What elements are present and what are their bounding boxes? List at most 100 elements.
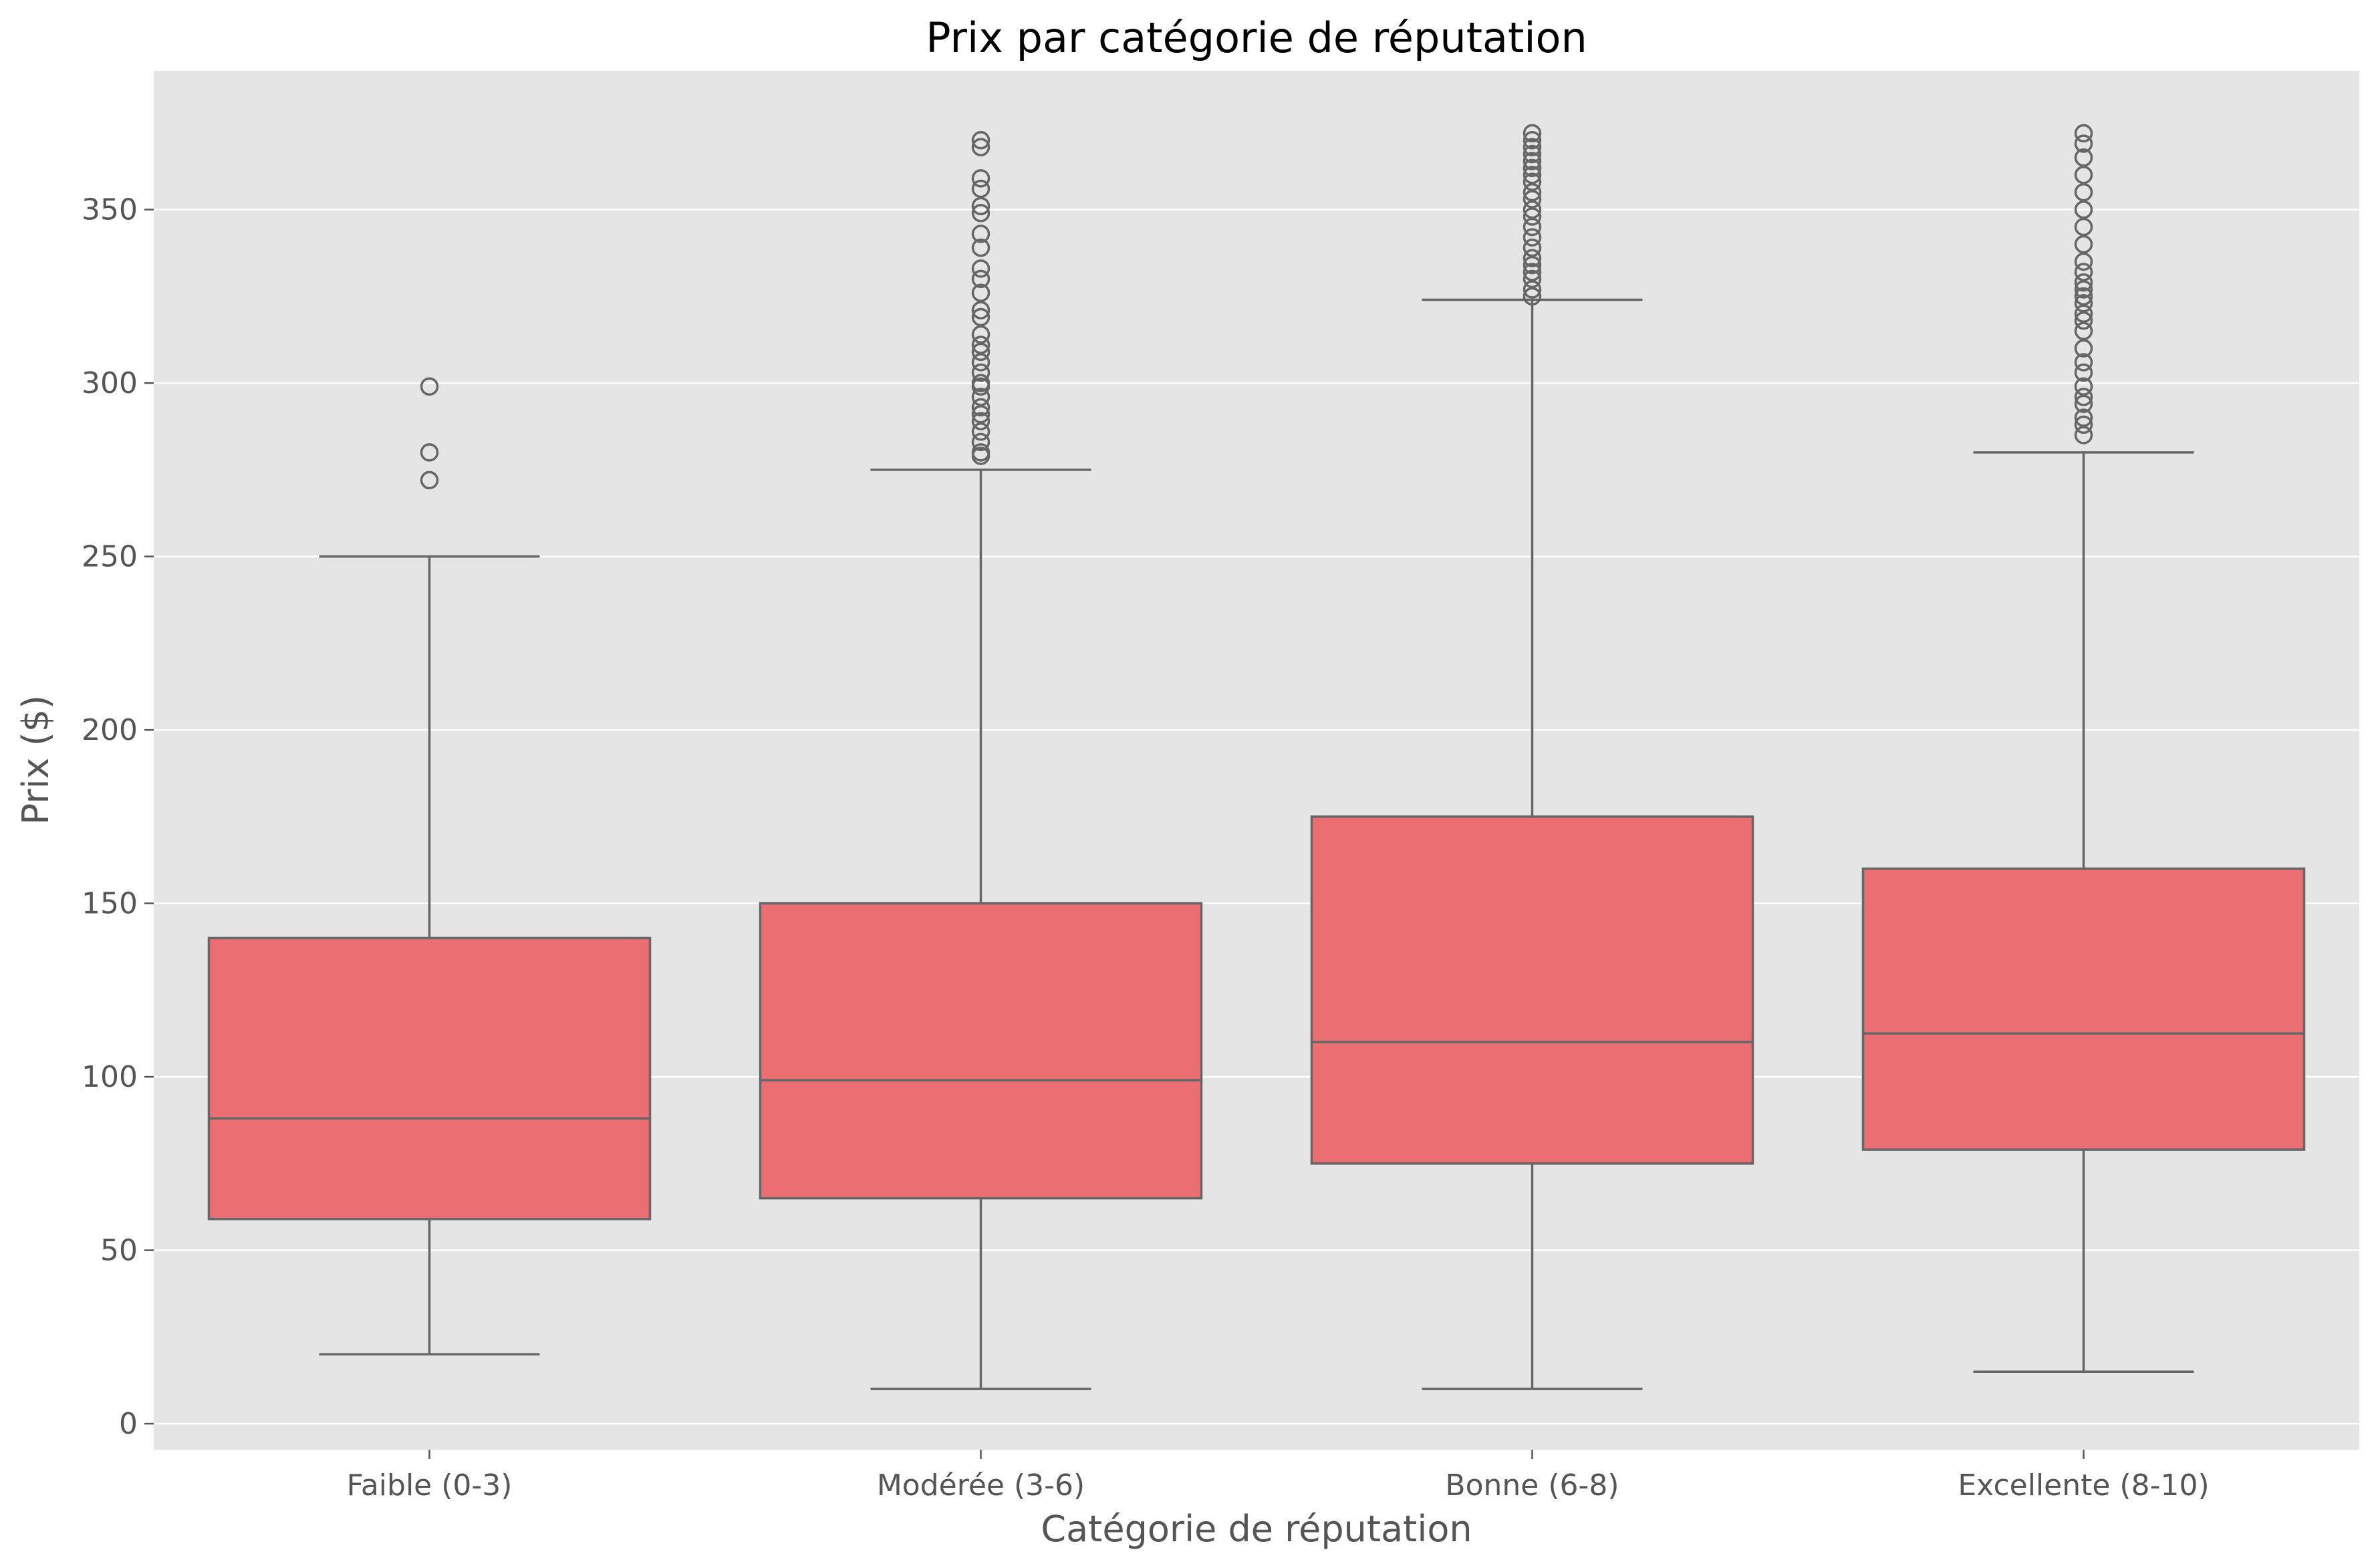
y-tick-label: 200: [82, 713, 138, 747]
outlier-point: [2074, 293, 2093, 313]
y-axis-label: Prix ($): [15, 695, 57, 825]
outlier-point: [971, 138, 991, 156]
outlier-point: [420, 377, 439, 396]
outlier-point: [2074, 363, 2093, 382]
outlier-point: [971, 197, 991, 216]
outlier-point: [1523, 172, 1542, 191]
box-1: [207, 377, 652, 1356]
outlier-point: [1523, 200, 1542, 219]
outlier-point: [1523, 124, 1542, 143]
outlier-point: [971, 353, 991, 372]
box-series: [207, 124, 2306, 1390]
outlier-point: [1523, 238, 1542, 257]
outlier-point: [971, 412, 991, 430]
outlier-point: [420, 471, 439, 490]
outlier-point: [2074, 217, 2093, 237]
outlier-point: [2074, 394, 2093, 413]
outlier-point: [971, 398, 991, 417]
outlier-point: [1523, 228, 1542, 247]
outlier-point: [1523, 255, 1542, 275]
outlier-point: [2074, 339, 2093, 358]
iqr-box: [1310, 815, 1754, 1165]
outlier-point: [2074, 353, 2093, 372]
y-tick-label: 300: [82, 366, 138, 400]
outlier-point: [1523, 158, 1542, 178]
outlier-point: [1523, 269, 1542, 289]
plot-background: [154, 71, 2359, 1450]
outlier-point: [971, 405, 991, 424]
outlier-point: [1523, 249, 1542, 268]
outlier-point: [971, 363, 991, 382]
y-tick-label: 50: [100, 1234, 138, 1268]
outlier-point: [2074, 304, 2093, 323]
outlier-point: [971, 169, 991, 188]
x-axis: Faible (0-3) Modérée (3-6) Bonne (6-8) Exce…: [347, 1450, 2210, 1502]
y-tick-label: 250: [82, 540, 138, 574]
outlier-point: [2074, 388, 2093, 406]
outlier-point: [2074, 408, 2093, 427]
outlier-point: [1523, 280, 1542, 299]
outlier-point: [971, 307, 991, 327]
outlier-point: [420, 443, 439, 462]
outlier-point: [971, 283, 991, 302]
outlier-point: [971, 269, 991, 289]
outlier-point: [971, 388, 991, 406]
outlier-point: [1523, 138, 1542, 156]
outlier-point: [1523, 217, 1542, 237]
y-tick-label: 350: [82, 193, 138, 227]
box-4: [1861, 124, 2306, 1373]
iqr-box: [207, 936, 652, 1220]
iqr-box: [759, 902, 1203, 1200]
outlier-point: [971, 443, 991, 462]
outlier-point: [1523, 207, 1542, 226]
outlier-point: [971, 179, 991, 199]
outlier-point: [2074, 200, 2093, 219]
outlier-point: [971, 325, 991, 344]
outlier-point: [2074, 280, 2093, 299]
box-3: [1310, 124, 1754, 1390]
x-axis-label: Catégorie de réputation: [1041, 1508, 1472, 1550]
outlier-point: [971, 342, 991, 362]
outlier-point: [1523, 152, 1542, 170]
outlier-point: [2074, 182, 2093, 202]
x-tick-label: Modérée (3-6): [877, 1468, 1085, 1502]
outlier-point: [971, 432, 991, 452]
y-tick-label: 100: [82, 1060, 138, 1094]
outlier-point: [1523, 190, 1542, 209]
x-tick-label: Faible (0-3): [347, 1468, 513, 1502]
outlier-point: [971, 225, 991, 243]
outlier-point: [2074, 273, 2093, 292]
outlier-point: [971, 204, 991, 223]
outlier-point: [2074, 134, 2093, 153]
outlier-point: [971, 238, 991, 257]
outlier-point: [971, 259, 991, 278]
outlier-point: [2074, 321, 2093, 340]
outlier-point: [2074, 252, 2093, 271]
outlier-point: [2074, 415, 2093, 434]
outlier-point: [1523, 144, 1542, 164]
outlier-point: [2074, 377, 2093, 396]
x-tick-label: Excellente (8-10): [1958, 1468, 2209, 1502]
outlier-point: [1523, 131, 1542, 150]
outlier-point: [971, 301, 991, 319]
outlier-point: [971, 131, 991, 150]
outlier-point: [2074, 263, 2093, 281]
y-tick-label: 0: [119, 1407, 138, 1441]
y-tick-label: 150: [82, 887, 138, 921]
outlier-point: [1523, 263, 1542, 281]
chart-title: Prix par catégorie de réputation: [926, 13, 1587, 62]
iqr-box: [1861, 867, 2306, 1151]
outlier-point: [1523, 287, 1542, 306]
outlier-point: [2074, 124, 2093, 143]
outlier-point: [2074, 148, 2093, 167]
outlier-point: [2074, 235, 2093, 254]
outlier-point: [2074, 426, 2093, 444]
x-tick-label: Bonne (6-8): [1445, 1468, 1619, 1502]
outlier-point: [2074, 287, 2093, 306]
outlier-point: [1523, 182, 1542, 202]
outlier-point: [1523, 165, 1542, 184]
outlier-point: [2074, 165, 2093, 184]
outlier-point: [971, 336, 991, 354]
y-axis: 0 50 100 150 200 250 300 350: [82, 193, 154, 1441]
